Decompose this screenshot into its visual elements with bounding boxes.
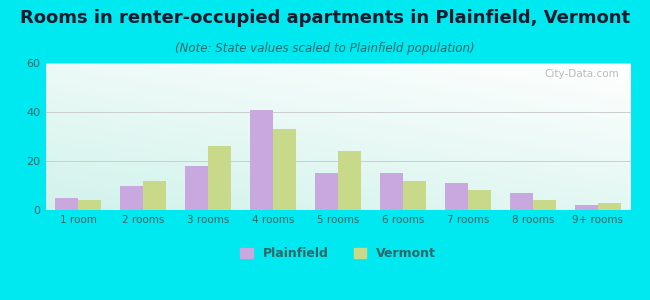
Bar <box>380 173 403 210</box>
Text: City-Data.com: City-Data.com <box>544 69 619 79</box>
Bar <box>510 193 533 210</box>
Bar <box>55 198 78 210</box>
Bar <box>403 181 426 210</box>
Bar <box>315 173 338 210</box>
Bar <box>78 200 101 210</box>
Text: (Note: State values scaled to Plainfield population): (Note: State values scaled to Plainfield… <box>176 42 474 55</box>
Text: Rooms in renter-occupied apartments in Plainfield, Vermont: Rooms in renter-occupied apartments in P… <box>20 9 630 27</box>
Bar <box>208 146 231 210</box>
Bar <box>445 183 468 210</box>
Bar <box>575 205 598 210</box>
Bar <box>533 200 556 210</box>
Bar <box>120 185 143 210</box>
Bar <box>598 203 621 210</box>
Bar <box>250 110 273 210</box>
Bar <box>338 151 361 210</box>
Bar <box>185 166 208 210</box>
Bar <box>143 181 166 210</box>
Legend: Plainfield, Vermont: Plainfield, Vermont <box>235 242 441 266</box>
Bar <box>468 190 491 210</box>
Bar <box>273 129 296 210</box>
